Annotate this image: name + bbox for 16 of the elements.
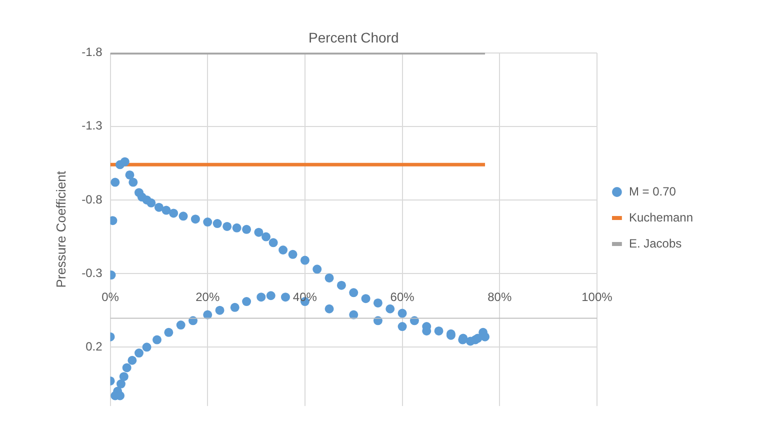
y-tick-label: -0.3 bbox=[82, 266, 103, 280]
y-tick-label: -1.8 bbox=[82, 45, 103, 60]
legend-label: M = 0.70 bbox=[628, 184, 676, 198]
x-tick-label: 60% bbox=[390, 290, 415, 304]
y-tick-label: 0.2 bbox=[86, 339, 103, 354]
x-tick-label: 100% bbox=[582, 290, 613, 304]
legend-label: E. Jacobs bbox=[628, 236, 682, 250]
y-tick-label: -1.3 bbox=[82, 118, 103, 133]
x-tick-label: 80% bbox=[488, 290, 512, 304]
legend-label: Kuchemann bbox=[628, 210, 694, 224]
x-axis-title: Percent Chord bbox=[308, 29, 399, 46]
y-tick-label: -0.8 bbox=[82, 192, 103, 206]
x-tick-label: 20% bbox=[196, 290, 220, 304]
y-axis-title: Pressure Coefficient bbox=[53, 170, 68, 288]
x-tick-label: 40% bbox=[292, 290, 318, 304]
x-tick-label: 0% bbox=[102, 290, 120, 304]
